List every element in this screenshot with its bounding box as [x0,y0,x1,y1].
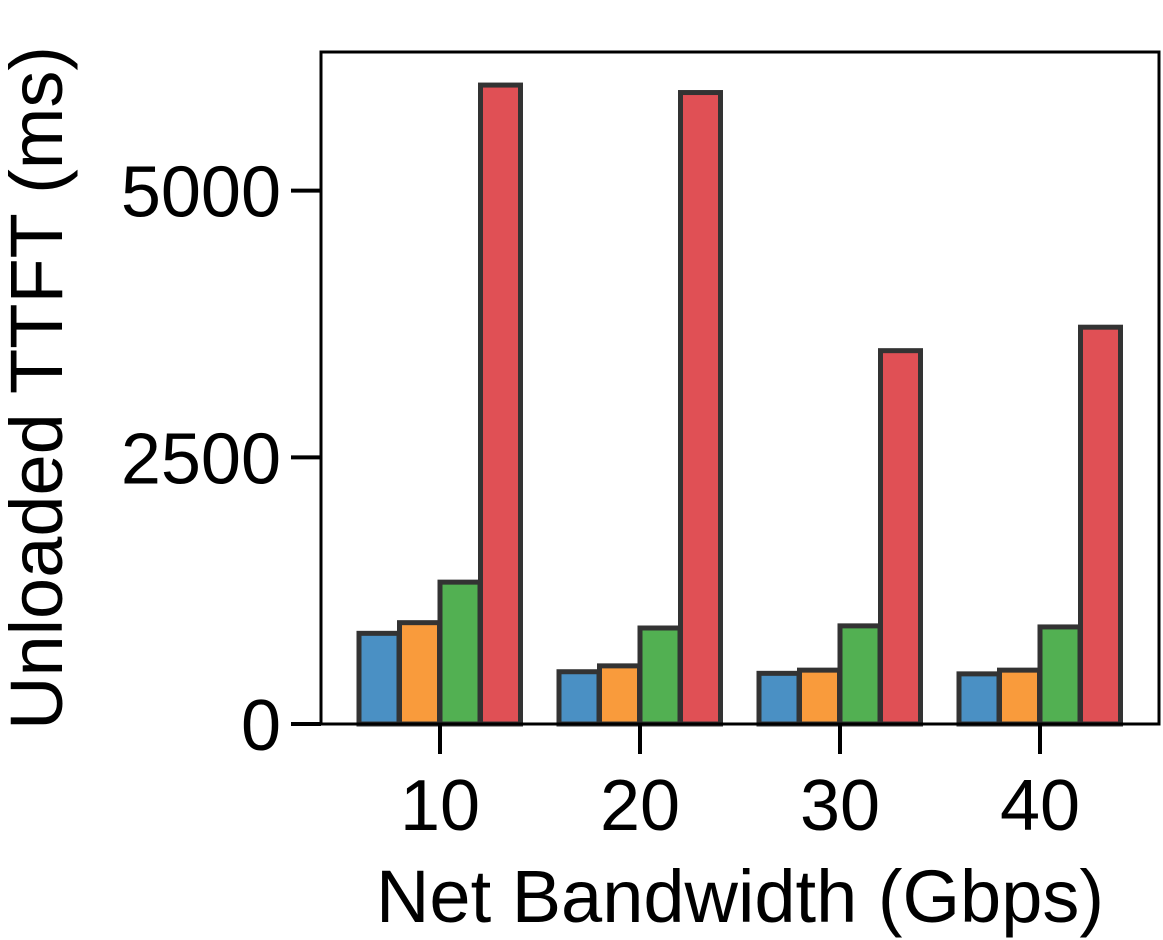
bars-group [356,82,1123,727]
x-tick-label-10: 10 [400,766,480,846]
bar-20-series-2 [597,663,642,727]
bar-30-series-3 [837,623,883,727]
x-axis-label: Net Bandwidth (Gbps) [376,855,1104,938]
bar-10-series-2 [397,620,442,727]
y-tick-label-0: 0 [241,686,281,766]
bar-20-series-1 [556,669,602,727]
x-tick-label-30: 30 [800,766,880,846]
bar-30-series-1 [756,670,802,727]
bar-10-series-1 [356,630,402,727]
plot-frame [319,50,1161,726]
bar-10-series-4 [478,82,523,727]
x-tick-label-20: 20 [600,766,680,846]
bar-30-series-4 [878,348,923,727]
bar-20-series-4 [678,90,723,727]
bar-40-series-2 [997,667,1042,727]
bar-40-series-4 [1078,324,1123,727]
bar-10-series-3 [437,579,483,727]
bar-40-series-3 [1037,624,1083,727]
bar-30-series-2 [797,667,842,727]
y-tick-label-5000: 5000 [121,153,281,233]
y-axis: 0 2500 5000 [121,153,321,766]
x-tick-label-40: 40 [1000,766,1080,846]
y-axis-label: Unloaded TTFT (ms) [0,46,78,730]
bar-40-series-1 [956,671,1002,727]
bar-20-series-3 [637,625,683,727]
y-tick-label-2500: 2500 [121,419,281,499]
x-axis: 10 20 30 40 [400,724,1080,846]
